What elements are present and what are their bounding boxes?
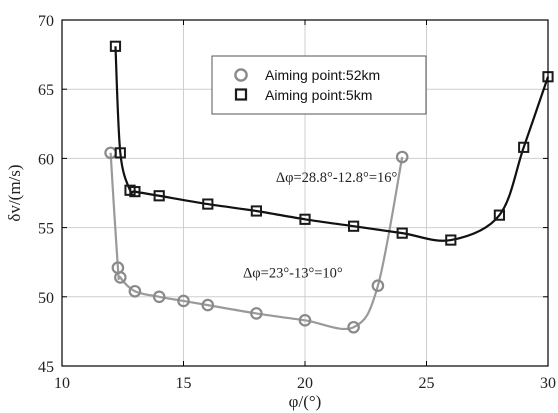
data-point xyxy=(114,271,127,284)
legend-label: Aiming point:52km xyxy=(265,67,380,83)
data-point xyxy=(201,298,215,312)
data-point xyxy=(518,141,530,153)
y-tick-label: 65 xyxy=(38,82,54,99)
data-point xyxy=(177,294,190,308)
data-point xyxy=(152,290,166,304)
series-line xyxy=(109,152,404,331)
y-tick-label: 45 xyxy=(38,359,54,376)
y-tick-label: 70 xyxy=(38,13,54,30)
y-tick-label: 55 xyxy=(38,221,54,238)
data-point xyxy=(298,314,312,327)
data-point xyxy=(395,150,409,164)
data-point xyxy=(250,205,263,217)
legend-marker-square xyxy=(234,88,248,101)
axis-ticks: 10 15 20 25 30 45 50 55 60 65 70 xyxy=(38,13,556,392)
data-point xyxy=(202,198,214,210)
annotation-text: Δφ=28.8°-12.8°=16° xyxy=(276,170,398,186)
data-point xyxy=(445,234,457,246)
x-tick-label: 15 xyxy=(176,375,192,392)
data-point xyxy=(153,190,165,202)
data-point xyxy=(114,147,126,159)
data-point xyxy=(371,279,385,293)
x-tick-label: 20 xyxy=(297,375,313,392)
axis-labels: φ/(°) δv/(m/s) xyxy=(5,164,321,411)
data-point xyxy=(109,40,122,52)
x-tick-label: 25 xyxy=(419,375,435,392)
x-tick-label: 30 xyxy=(540,375,556,392)
data-point xyxy=(396,227,408,239)
legend-label: Aiming point:5km xyxy=(265,87,372,103)
annotations: Δφ=28.8°-12.8°=16° Δφ=23°-13°=10° xyxy=(243,170,398,281)
legend: Aiming point:52km Aiming point:5km xyxy=(211,55,427,115)
y-tick-label: 60 xyxy=(38,151,54,168)
data-point xyxy=(493,209,505,221)
data-point xyxy=(347,320,360,334)
legend-marker-circle xyxy=(234,68,248,82)
data-point xyxy=(128,284,142,298)
series-markers xyxy=(104,40,554,334)
x-tick-label: 10 xyxy=(54,375,70,392)
data-point xyxy=(299,213,311,225)
y-tick-label: 50 xyxy=(38,290,54,307)
x-axis-label: φ/(°) xyxy=(289,392,322,411)
data-point xyxy=(250,307,263,320)
y-axis-label: δv/(m/s) xyxy=(5,164,24,221)
annotation-text: Δφ=23°-13°=10° xyxy=(243,265,343,281)
data-point xyxy=(129,186,141,198)
data-point xyxy=(348,220,360,232)
legend-box xyxy=(211,55,427,115)
